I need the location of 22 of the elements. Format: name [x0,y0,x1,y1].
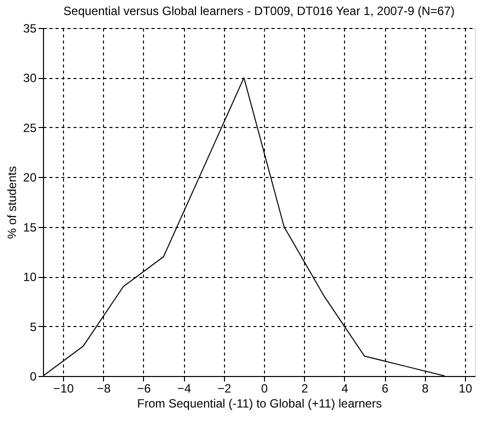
y-tick-label: 0 [30,370,37,384]
x-tick-label: −8 [96,382,111,396]
x-tick-label: 4 [342,382,349,396]
x-tick-label: −2 [217,382,232,396]
x-tick-label: −4 [177,382,192,396]
y-tick-label: 30 [23,71,37,86]
x-tick-label: 8 [422,382,429,396]
x-tick-label: 0 [261,382,268,396]
y-tick-label: 35 [23,22,37,36]
x-tick-label: −10 [53,382,74,396]
x-tick-label: −6 [137,382,152,396]
x-tick-label: 2 [301,382,308,396]
y-axis-title: % of students [5,166,20,239]
y-tick-label: 25 [23,120,37,135]
chart-title: Sequential versus Global learners - DT009, DT016 Year 1, 2007-9 (N=67) [63,4,455,18]
x-tick-label: 10 [458,382,472,396]
y-tick-label: 15 [23,220,37,234]
y-tick-label: 5 [30,320,37,334]
y-tick-label: 10 [23,270,37,284]
y-tick-label: 20 [23,170,37,185]
x-tick-label: 6 [382,382,389,396]
x-axis-title: From Sequential (-11) to Global (+11) learners [137,396,382,410]
